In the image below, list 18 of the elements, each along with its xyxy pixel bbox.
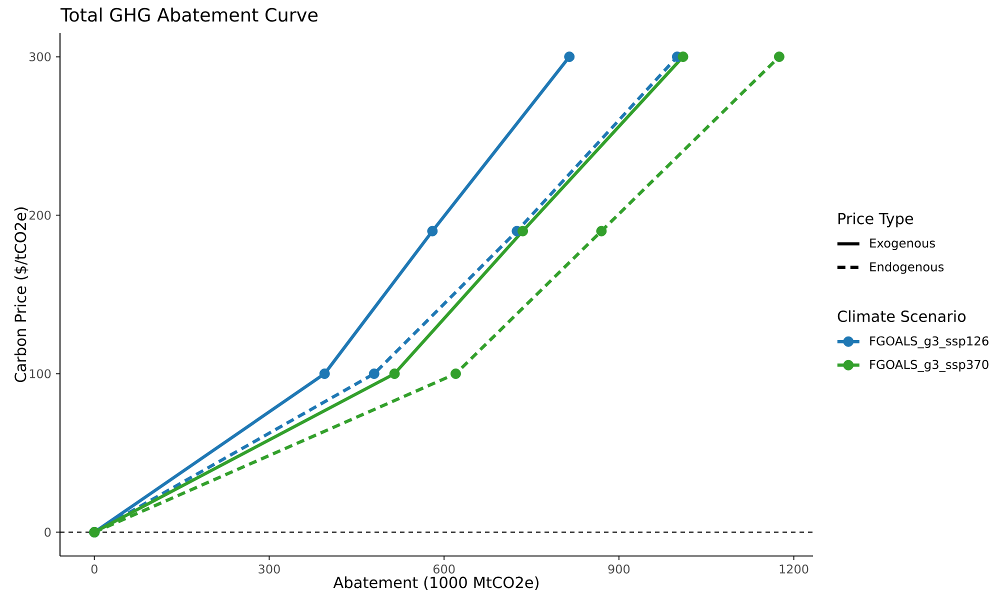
text: Price Type — [838, 212, 914, 228]
legend-label: FGOALS_g3_ssp370 — [870, 360, 988, 372]
x-tick-label: 900 — [608, 564, 630, 574]
y-tick-label: 200 — [29, 210, 51, 220]
y-axis-title: Carbon Price ($/tCO2e) — [14, 207, 28, 382]
text: Exogenous — [870, 238, 935, 250]
legend-label: FGOALS_g3_ssp126 — [870, 336, 988, 348]
x-tick-label: 0 — [91, 564, 98, 574]
x-axis-title: Abatement (1000 MtCO2e) — [333, 576, 538, 590]
text: Endogenous — [870, 262, 944, 274]
legend-title: Climate Scenario — [838, 310, 966, 322]
x-tick-label: 1200 — [780, 564, 808, 574]
y-tick-label: 100 — [30, 369, 51, 378]
x-tick-label: 300 — [258, 564, 280, 574]
x-tick-label: 600 — [433, 564, 455, 574]
y-tick-label: 0 — [44, 528, 51, 537]
y-tick-label: 300 — [29, 52, 51, 62]
chart-title: Total GHG Abatement Curve — [60, 8, 318, 22]
